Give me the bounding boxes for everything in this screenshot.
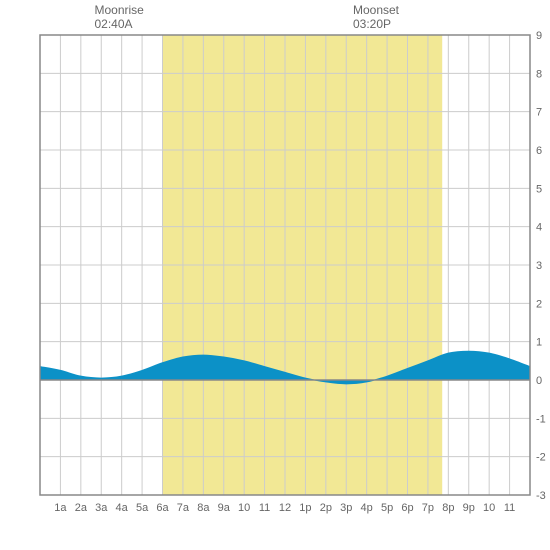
x-tick-label: 6a	[156, 502, 169, 514]
y-tick-label: -3	[536, 490, 546, 502]
y-tick-label: 5	[536, 183, 542, 195]
y-tick-label: 2	[536, 298, 542, 310]
y-tick-label: 1	[536, 337, 542, 349]
x-tick-label: 7a	[177, 502, 190, 514]
y-tick-label: 7	[536, 107, 542, 119]
y-tick-label: 0	[536, 375, 542, 387]
moonrise-label: Moonrise	[95, 3, 145, 17]
y-tick-label: 3	[536, 260, 542, 272]
tide-chart: -3-2-101234567891a2a3a4a5a6a7a8a9a101112…	[0, 0, 550, 550]
y-tick-label: 6	[536, 145, 542, 157]
x-tick-label: 10	[238, 502, 250, 514]
x-tick-label: 2a	[75, 502, 88, 514]
x-tick-label: 10	[483, 502, 495, 514]
y-tick-label: -1	[536, 413, 546, 425]
chart-svg: -3-2-101234567891a2a3a4a5a6a7a8a9a101112…	[0, 0, 550, 550]
x-tick-label: 12	[279, 502, 291, 514]
x-tick-label: 1a	[54, 502, 67, 514]
x-tick-label: 8p	[442, 502, 454, 514]
moonset-label: Moonset	[353, 3, 400, 17]
x-tick-label: 2p	[320, 502, 332, 514]
y-tick-label: -2	[536, 452, 546, 464]
x-tick-label: 9a	[218, 502, 231, 514]
moonrise-time: 02:40A	[95, 17, 133, 31]
moonset-time: 03:20P	[353, 17, 391, 31]
x-tick-label: 5p	[381, 502, 393, 514]
y-tick-label: 9	[536, 30, 542, 42]
x-tick-label: 1p	[299, 502, 311, 514]
x-tick-label: 4a	[116, 502, 129, 514]
y-tick-label: 8	[536, 68, 542, 80]
x-tick-label: 11	[504, 502, 515, 514]
x-tick-label: 6p	[401, 502, 413, 514]
x-tick-label: 3a	[95, 502, 108, 514]
x-tick-label: 8a	[197, 502, 210, 514]
x-tick-label: 7p	[422, 502, 434, 514]
y-tick-label: 4	[536, 222, 542, 234]
x-tick-label: 4p	[361, 502, 373, 514]
x-tick-label: 5a	[136, 502, 149, 514]
x-tick-label: 11	[259, 502, 270, 514]
x-tick-label: 9p	[463, 502, 475, 514]
x-tick-label: 3p	[340, 502, 352, 514]
